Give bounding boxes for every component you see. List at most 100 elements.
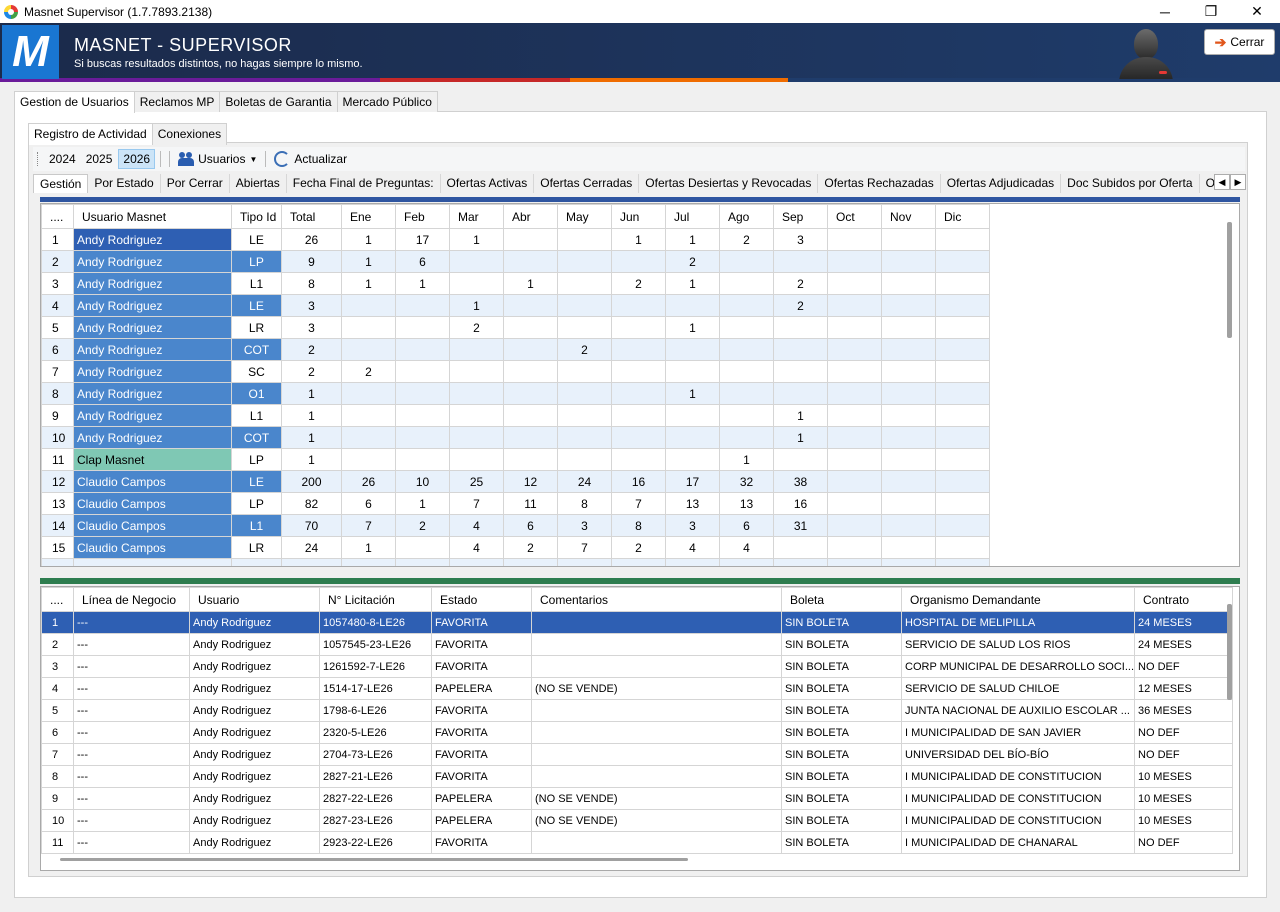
table-row[interactable]: 13 Claudio Campos LP 82 6 1 7 11 8 7 13 13 16: [41, 492, 990, 515]
table-row[interactable]: 9 Andy Rodriguez L1 1 1: [41, 404, 990, 427]
table-cell[interactable]: [881, 558, 936, 566]
table-cell[interactable]: I MUNICIPALIDAD DE CONSTITUCION: [900, 809, 1136, 832]
table-cell[interactable]: LP: [231, 492, 282, 515]
table-cell[interactable]: [611, 316, 666, 339]
table-cell[interactable]: Andy Rodriguez: [189, 787, 320, 810]
table-cell[interactable]: [935, 492, 990, 515]
table-cell[interactable]: Andy Rodriguez: [73, 360, 232, 383]
table-cell[interactable]: 3: [41, 272, 74, 295]
tab-reclamos-mp[interactable]: Reclamos MP: [133, 91, 221, 112]
table-cell[interactable]: LR: [231, 316, 282, 339]
table-row[interactable]: 2 Andy Rodriguez LP 9 1 6 2: [41, 250, 990, 273]
table-cell[interactable]: [665, 404, 720, 427]
table-cell[interactable]: [665, 448, 720, 471]
grid2-hscrollbar[interactable]: [60, 858, 688, 861]
table-cell[interactable]: 10: [41, 426, 74, 449]
table-cell[interactable]: 7: [41, 743, 74, 766]
table-cell[interactable]: 2: [773, 294, 828, 317]
table-row[interactable]: 1 --- Andy Rodriguez 1057480-8-LE26 FAVORITA…: [41, 611, 1234, 634]
table-cell[interactable]: FAVORITA: [431, 699, 532, 722]
grid1-column-header[interactable]: Feb: [395, 204, 450, 229]
table-cell[interactable]: [395, 404, 450, 427]
grid1-column-header[interactable]: Sep: [773, 204, 828, 229]
table-row[interactable]: 5 --- Andy Rodriguez 1798-6-LE26 FAVORITA SIN…: [41, 699, 1234, 722]
table-cell[interactable]: 14: [41, 514, 74, 537]
table-cell[interactable]: [827, 338, 882, 361]
table-cell[interactable]: 8: [41, 382, 74, 405]
table-cell[interactable]: [827, 250, 882, 273]
table-cell[interactable]: Andy Rodriguez: [73, 272, 232, 295]
table-cell[interactable]: 1: [281, 382, 342, 405]
table-cell[interactable]: SIN BOLETA: [781, 831, 902, 854]
table-cell[interactable]: O1: [231, 382, 282, 405]
table-cell[interactable]: [935, 470, 990, 493]
table-cell[interactable]: [503, 338, 558, 361]
grid2-column-header[interactable]: Línea de Negocio: [73, 587, 190, 612]
table-row[interactable]: 8 --- Andy Rodriguez 2827-21-LE26 FAVORITA SI…: [41, 765, 1234, 788]
table-cell[interactable]: 1: [665, 382, 720, 405]
table-cell[interactable]: 1: [341, 228, 396, 251]
table-cell[interactable]: HOSPITAL DE MELIPILLA: [900, 611, 1136, 634]
table-cell[interactable]: [611, 250, 666, 273]
grid1-column-header[interactable]: Jun: [611, 204, 666, 229]
table-cell[interactable]: 1: [395, 272, 450, 295]
table-cell[interactable]: [557, 360, 612, 383]
table-cell[interactable]: 1261592-7-LE26: [319, 655, 432, 678]
table-cell[interactable]: [73, 558, 232, 566]
table-cell[interactable]: 1: [665, 272, 720, 295]
table-cell[interactable]: 1: [395, 492, 450, 515]
table-cell[interactable]: 8: [611, 514, 666, 537]
table-cell[interactable]: [341, 558, 396, 566]
table-cell[interactable]: [531, 765, 782, 788]
table-cell[interactable]: Andy Rodriguez: [73, 316, 232, 339]
table-cell[interactable]: [719, 338, 774, 361]
table-cell[interactable]: [503, 294, 558, 317]
table-cell[interactable]: 2: [449, 316, 504, 339]
table-cell[interactable]: 12: [503, 470, 558, 493]
table-cell[interactable]: 1057480-8-LE26: [319, 611, 432, 634]
table-cell[interactable]: 7: [449, 492, 504, 515]
table-row[interactable]: 14 Claudio Campos L1 70 7 2 4 6 3 8 3 6 31: [41, 514, 990, 537]
report-tab[interactable]: Abiertas: [230, 174, 287, 193]
table-cell[interactable]: SIN BOLETA: [781, 633, 902, 656]
activity-summary-grid[interactable]: .... Usuario Masnet Tipo Id Total Ene Feb Mar A…: [40, 203, 1240, 567]
table-cell[interactable]: 7: [41, 360, 74, 383]
table-cell[interactable]: [531, 831, 782, 854]
table-cell[interactable]: 1: [341, 250, 396, 273]
table-cell[interactable]: [881, 448, 936, 471]
table-cell[interactable]: SC: [231, 360, 282, 383]
table-cell[interactable]: [611, 448, 666, 471]
table-cell[interactable]: 1: [41, 228, 74, 251]
table-cell[interactable]: [827, 272, 882, 295]
table-cell[interactable]: 11: [503, 492, 558, 515]
table-cell[interactable]: 1: [719, 448, 774, 471]
table-cell[interactable]: LE: [231, 228, 282, 251]
table-cell[interactable]: 1: [449, 228, 504, 251]
grid1-column-header[interactable]: Dic: [935, 204, 990, 229]
table-cell[interactable]: [935, 426, 990, 449]
table-cell[interactable]: Andy Rodriguez: [189, 721, 320, 744]
grid1-column-header[interactable]: Mar: [449, 204, 504, 229]
year-2026-button[interactable]: 2026: [118, 149, 156, 169]
table-cell[interactable]: [341, 294, 396, 317]
table-cell[interactable]: 3: [281, 316, 342, 339]
table-cell[interactable]: JUNTA NACIONAL DE AUXILIO ESCOLAR ...: [900, 699, 1136, 722]
table-cell[interactable]: 10: [395, 470, 450, 493]
table-cell[interactable]: [395, 426, 450, 449]
table-cell[interactable]: [881, 272, 936, 295]
table-cell[interactable]: 9: [41, 787, 74, 810]
table-cell[interactable]: 3: [281, 294, 342, 317]
table-row[interactable]: 6 Andy Rodriguez COT 2 2: [41, 338, 990, 361]
table-cell[interactable]: (NO SE VENDE): [531, 809, 782, 832]
table-cell[interactable]: [773, 360, 828, 383]
table-cell[interactable]: [935, 382, 990, 405]
table-cell[interactable]: Andy Rodriguez: [73, 228, 232, 251]
table-cell[interactable]: 1: [665, 316, 720, 339]
table-cell[interactable]: [395, 338, 450, 361]
table-cell[interactable]: [281, 558, 342, 566]
table-cell[interactable]: [935, 316, 990, 339]
table-cell[interactable]: [395, 316, 450, 339]
table-cell[interactable]: 2: [41, 250, 74, 273]
table-cell[interactable]: [935, 536, 990, 559]
table-cell[interactable]: 2: [341, 360, 396, 383]
